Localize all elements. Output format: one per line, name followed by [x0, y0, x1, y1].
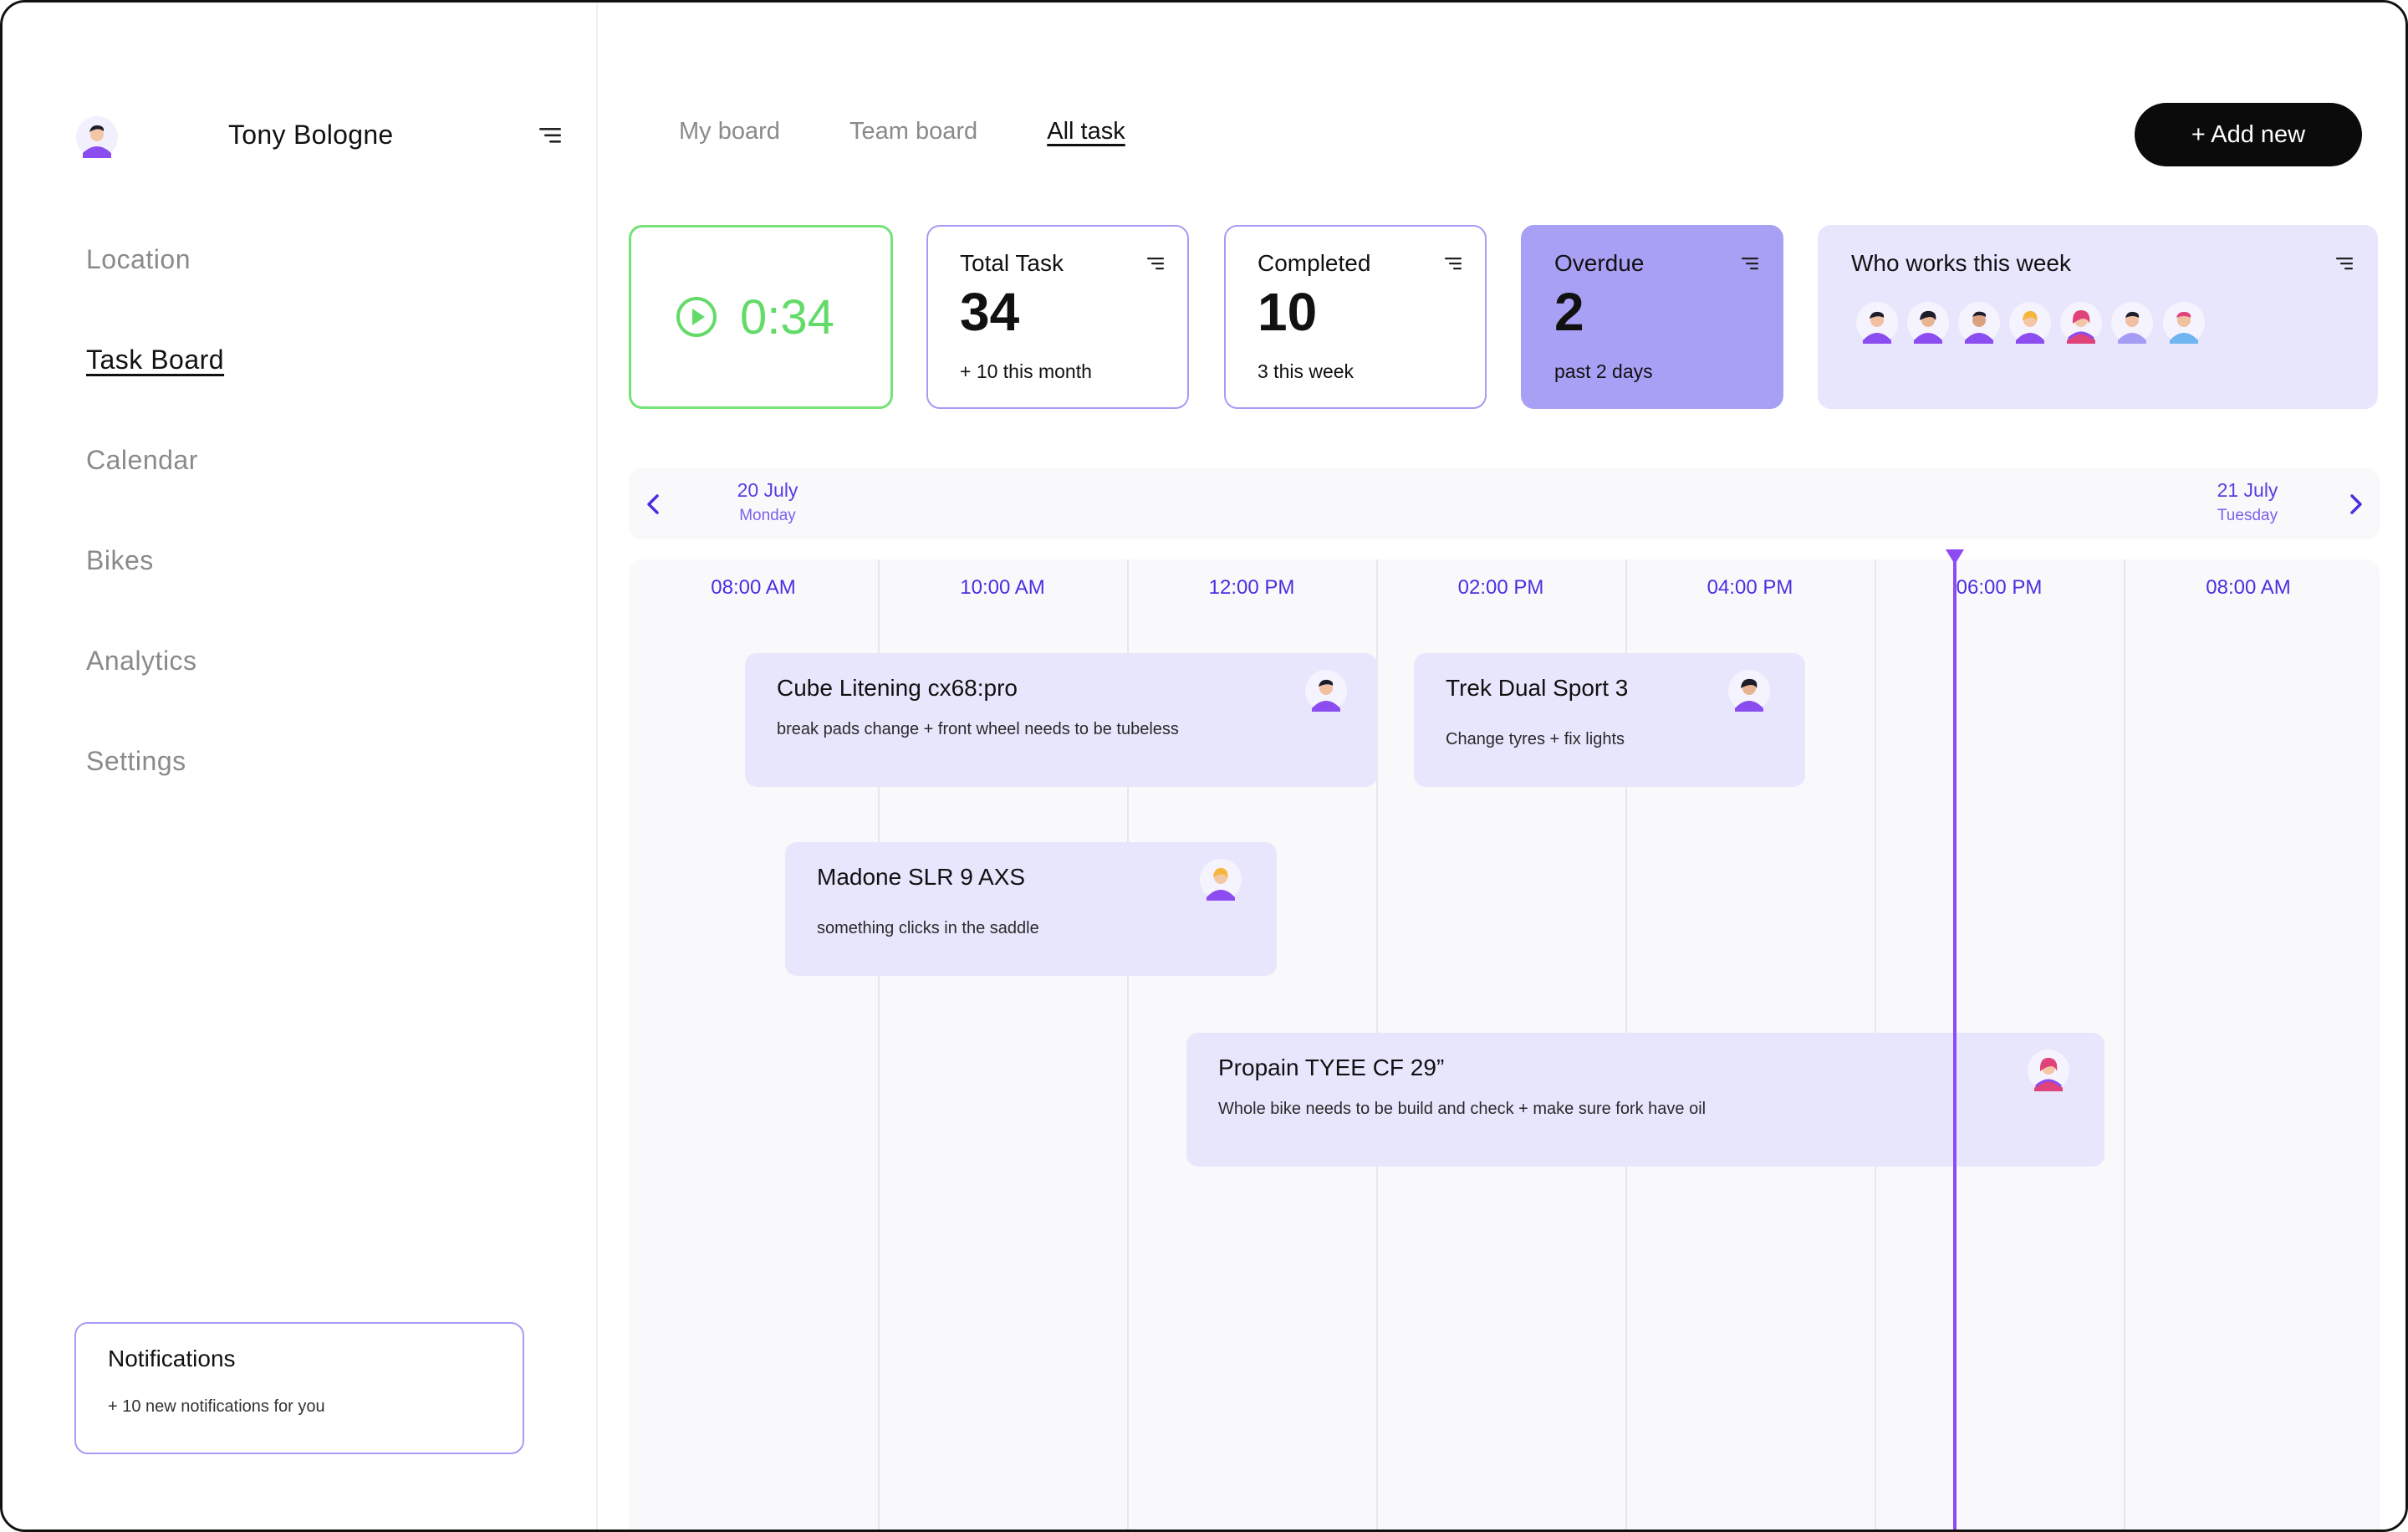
- play-icon[interactable]: [675, 295, 718, 339]
- avatar[interactable]: [2111, 302, 2154, 344]
- task-title: Madone SLR 9 AXS: [817, 864, 1026, 890]
- grid-line: [1127, 559, 1129, 1529]
- avatar[interactable]: [1728, 670, 1770, 712]
- sidebar-item-analytics[interactable]: Analytics: [86, 646, 197, 676]
- who-works-card[interactable]: Who works this week: [1818, 225, 2378, 409]
- task-card[interactable]: Madone SLR 9 AXS something clicks in the…: [785, 842, 1277, 976]
- hour-label: 08:00 AM: [2206, 576, 2291, 599]
- overdue-card[interactable]: Overdue 2 past 2 days: [1521, 225, 1783, 409]
- current-time-marker-icon: [1946, 549, 1964, 564]
- date-end: 21 July Tuesday: [2197, 479, 2298, 525]
- task-card[interactable]: Trek Dual Sport 3 Change tyres + fix lig…: [1414, 653, 1805, 787]
- card-title: Overdue: [1554, 250, 1645, 276]
- card-value: 34: [960, 282, 1020, 342]
- card-subtext: past 2 days: [1554, 360, 1653, 382]
- hour-label: 04:00 PM: [1707, 576, 1793, 599]
- hour-label: 12:00 PM: [1208, 576, 1295, 599]
- task-card[interactable]: Cube Litening cx68:pro break pads change…: [745, 653, 1377, 787]
- task-title: Propain TYEE CF 29”: [1218, 1055, 1445, 1080]
- sidebar-item-settings[interactable]: Settings: [86, 746, 186, 776]
- sidebar: Tony Bologne Location Task Board Calenda…: [3, 3, 598, 1529]
- timer-card: 0:34: [629, 225, 893, 409]
- grid-line: [2124, 559, 2125, 1529]
- add-new-button[interactable]: + Add new: [2135, 103, 2362, 166]
- avatar[interactable]: [1200, 859, 1242, 901]
- sidebar-item-calendar[interactable]: Calendar: [86, 445, 198, 475]
- task-description: something clicks in the saddle: [817, 919, 1039, 937]
- hour-label: 08:00 AM: [711, 576, 796, 599]
- card-value: 10: [1258, 282, 1318, 342]
- avatar[interactable]: [1305, 670, 1347, 712]
- avatar[interactable]: [2060, 302, 2103, 344]
- card-title: Who works this week: [1851, 250, 2071, 276]
- date-navigator: 20 July Monday 21 July Tuesday: [629, 467, 2380, 539]
- menu-icon[interactable]: [539, 126, 561, 145]
- avatar[interactable]: [1907, 302, 1950, 344]
- menu-icon[interactable]: [1742, 257, 1758, 270]
- task-description: break pads change + front wheel needs to…: [777, 720, 1179, 738]
- summary-cards: 0:34 Total Task 34 + 10 this month Compl…: [629, 225, 2385, 411]
- avatar[interactable]: [2162, 302, 2205, 344]
- card-value: 2: [1554, 282, 1584, 342]
- main-content: My board Team board All task + Add new 0…: [598, 3, 2405, 1529]
- notifications-panel[interactable]: Notifications + 10 new notifications for…: [74, 1322, 524, 1454]
- board-tabs: My board Team board All task: [679, 118, 1191, 146]
- total-task-card[interactable]: Total Task 34 + 10 this month: [926, 225, 1189, 409]
- avatar[interactable]: [76, 116, 118, 158]
- date-label: 20 July: [737, 479, 798, 501]
- card-title: Completed: [1258, 250, 1371, 276]
- task-description: Whole bike needs to be build and check +…: [1218, 1100, 1707, 1118]
- hour-label: 02:00 PM: [1457, 576, 1544, 599]
- sidebar-item-task-board[interactable]: Task Board: [86, 345, 225, 375]
- sidebar-item-bikes[interactable]: Bikes: [86, 545, 154, 575]
- card-title: Total Task: [960, 250, 1064, 276]
- avatar[interactable]: [1958, 302, 2001, 344]
- card-subtext: 3 this week: [1258, 360, 1354, 382]
- tab-all-task[interactable]: All task: [1047, 118, 1125, 145]
- card-subtext: + 10 this month: [960, 360, 1092, 382]
- task-card[interactable]: Propain TYEE CF 29” Whole bike needs to …: [1186, 1033, 2104, 1167]
- sidebar-item-location[interactable]: Location: [86, 244, 191, 274]
- tab-my-board[interactable]: My board: [679, 118, 780, 145]
- task-title: Trek Dual Sport 3: [1446, 675, 1629, 701]
- menu-icon[interactable]: [2336, 257, 2353, 270]
- tab-team-board[interactable]: Team board: [849, 118, 978, 145]
- user-name: Tony Bologne: [228, 120, 394, 150]
- timeline-grid: 08:00 AM 10:00 AM 12:00 PM 02:00 PM 04:0…: [629, 549, 2380, 1529]
- hour-label: 06:00 PM: [1956, 576, 2043, 599]
- avatar[interactable]: [2028, 1049, 2069, 1091]
- menu-icon[interactable]: [1147, 257, 1164, 270]
- notifications-summary: + 10 new notifications for you: [108, 1397, 325, 1416]
- grid-line: [878, 559, 880, 1529]
- task-description: Change tyres + fix lights: [1446, 730, 1625, 748]
- menu-icon[interactable]: [1445, 257, 1462, 270]
- day-label: Tuesday: [2217, 507, 2278, 524]
- day-label: Monday: [739, 507, 796, 524]
- sidebar-nav: Location Task Board Calendar Bikes Analy…: [86, 238, 224, 840]
- date-start: 20 July Monday: [717, 479, 818, 525]
- avatar[interactable]: [2009, 302, 2052, 344]
- user-profile: Tony Bologne: [76, 116, 561, 158]
- avatar[interactable]: [1856, 302, 1898, 344]
- chevron-left-icon[interactable]: [644, 493, 662, 516]
- date-label: 21 July: [2217, 479, 2278, 501]
- chevron-right-icon[interactable]: [2347, 493, 2365, 516]
- team-avatars: [1856, 302, 2210, 344]
- hour-label: 10:00 AM: [960, 576, 1045, 599]
- task-title: Cube Litening cx68:pro: [777, 675, 1018, 701]
- completed-card[interactable]: Completed 10 3 this week: [1224, 225, 1487, 409]
- current-time-indicator: [1946, 549, 1964, 1529]
- timer-value: 0:34: [740, 289, 834, 345]
- notifications-title: Notifications: [108, 1346, 236, 1371]
